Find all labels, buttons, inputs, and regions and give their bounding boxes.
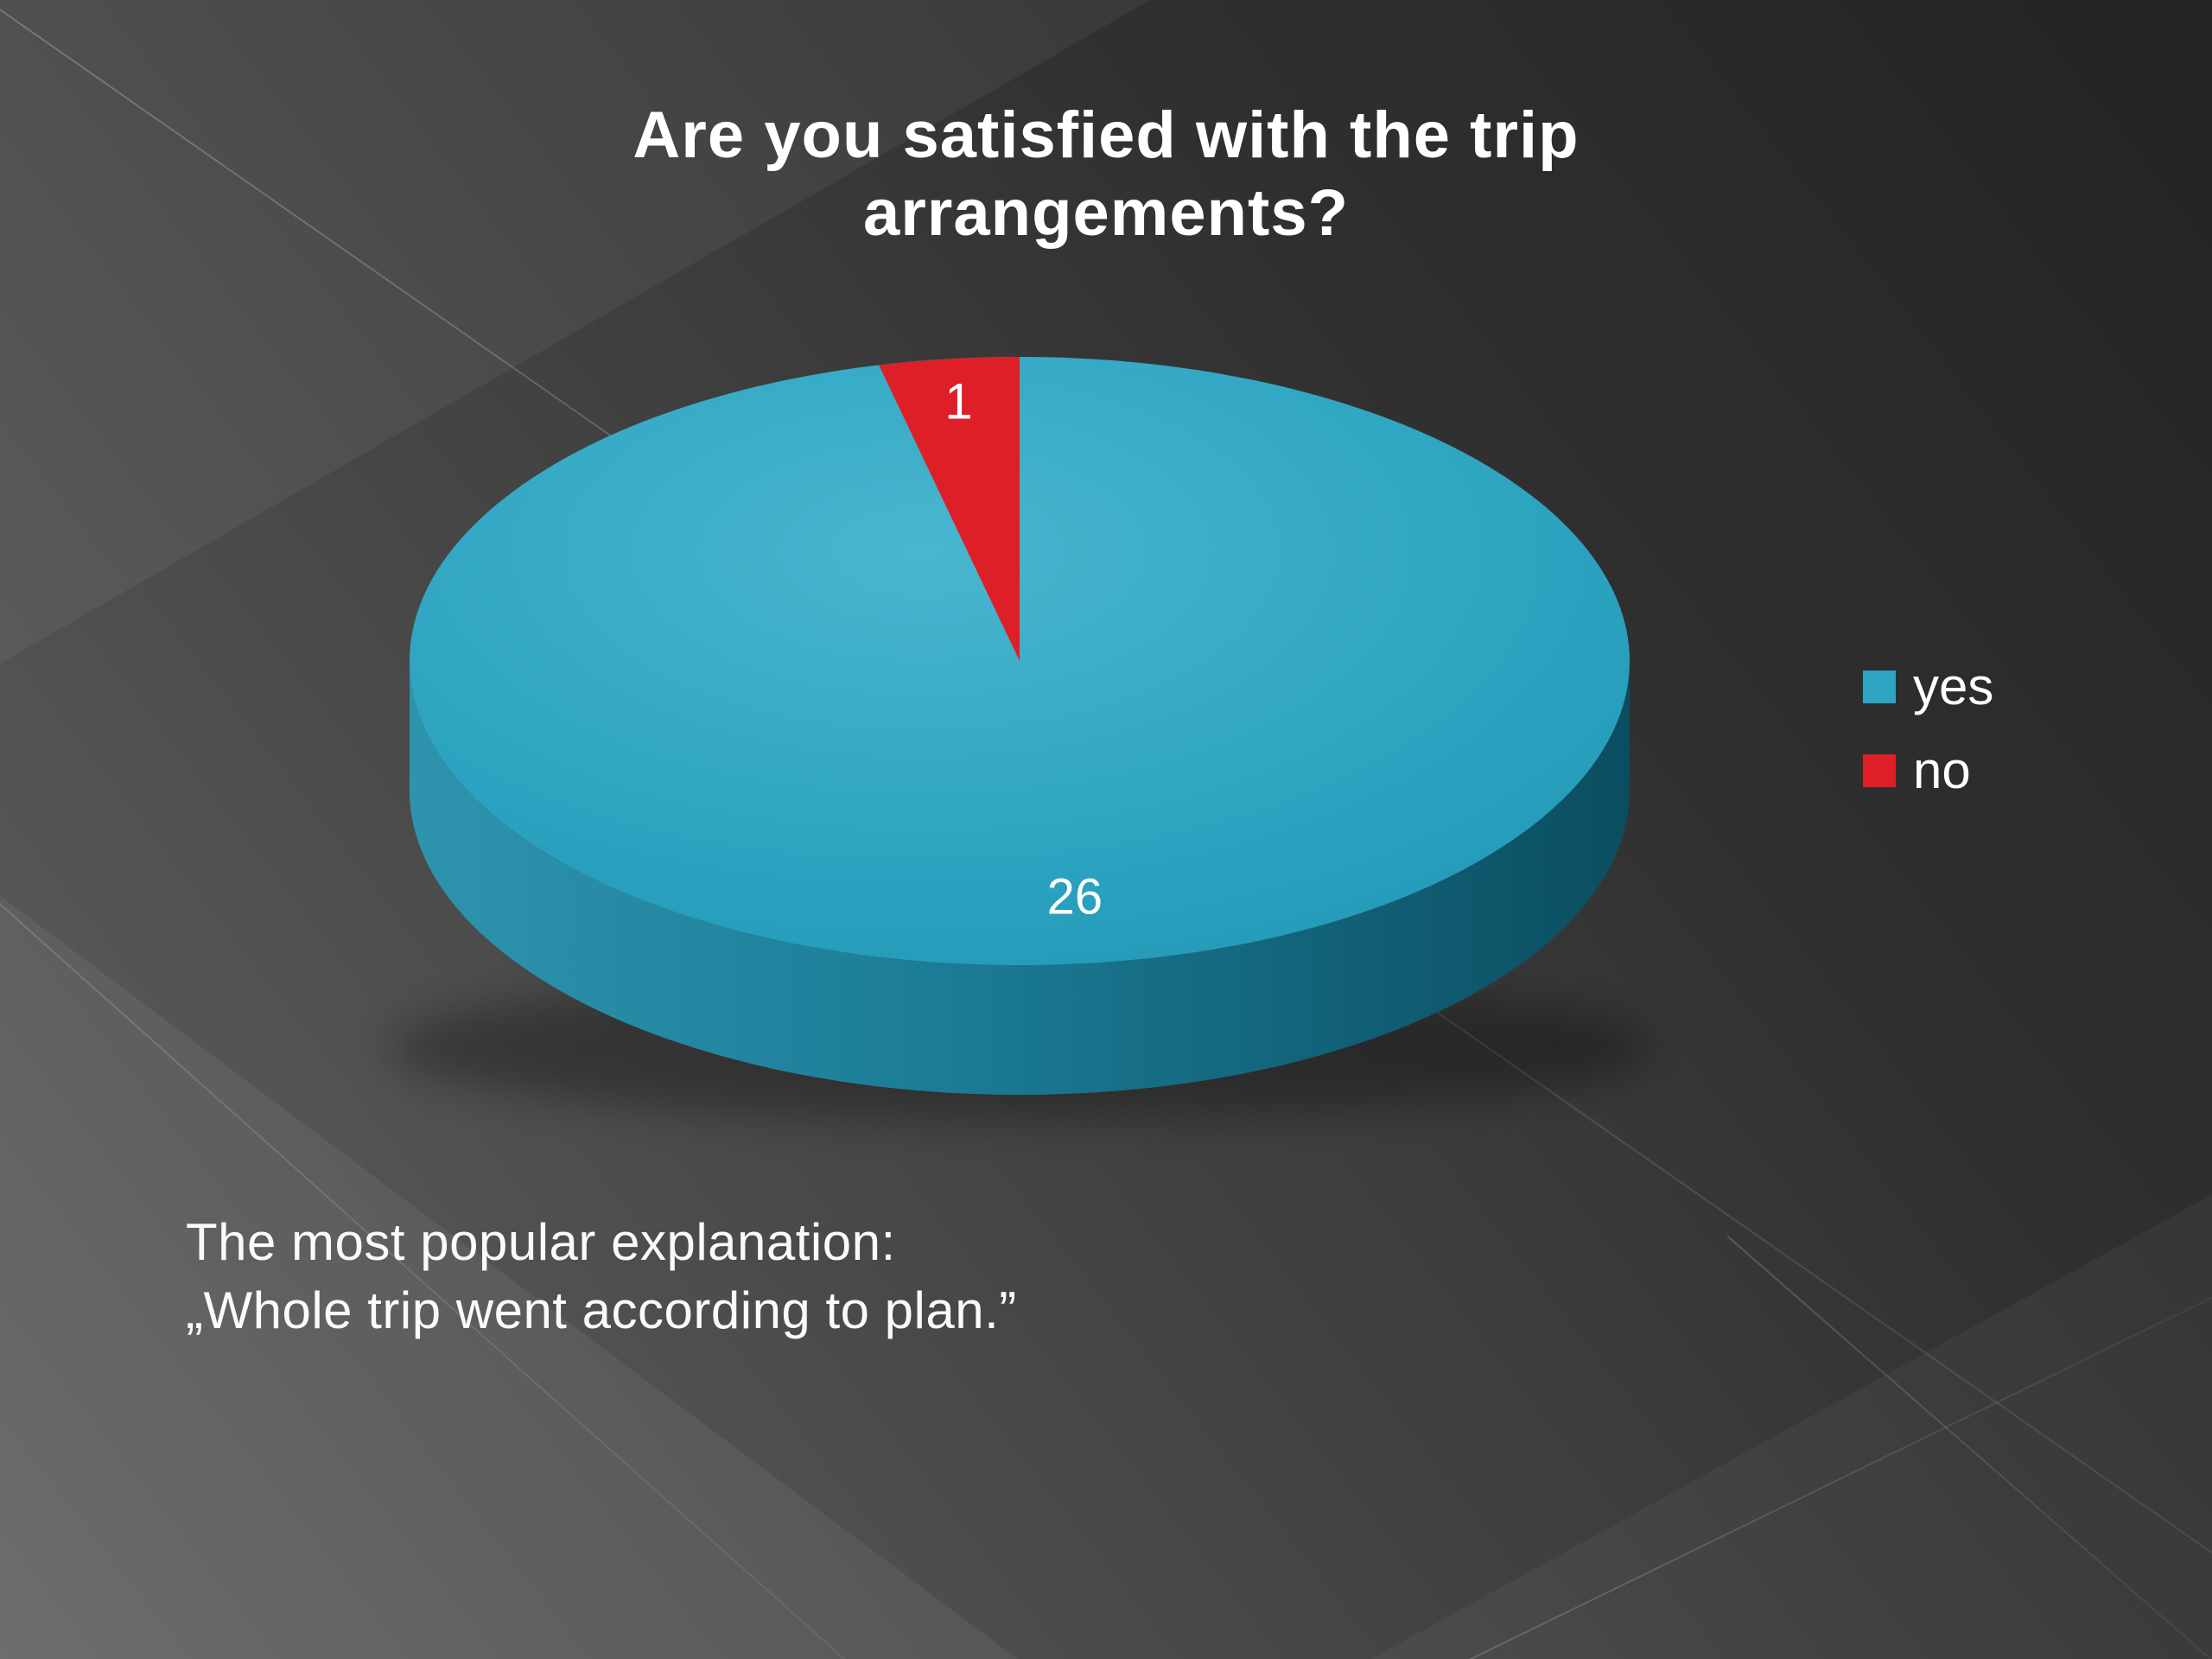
pie-slice-no: [879, 357, 1020, 661]
legend-label: no: [1913, 741, 1971, 799]
legend-label: yes: [1913, 658, 1994, 715]
legend-swatch-no: [1863, 753, 1896, 787]
title-line-2: arrangements?: [862, 175, 1350, 250]
pie-side: [410, 661, 1630, 1095]
data-label-yes: 26: [1047, 869, 1103, 925]
legend-item-yes: yes: [1863, 657, 1993, 716]
slide-title: Are you satisfied with the trip arrangem…: [0, 97, 2212, 251]
data-label-no: 1: [944, 373, 972, 429]
legend-swatch-yes: [1863, 670, 1896, 703]
chart-legend: yes no: [1863, 657, 1993, 824]
legend-item-no: no: [1863, 741, 1993, 800]
note-text: The most popular explanation: „Whole tri…: [186, 1208, 1017, 1344]
title-line-1: Are you satisfied with the trip: [632, 99, 1580, 172]
note-line-1: The most popular explanation:: [186, 1213, 896, 1271]
note-line-2: „Whole trip went according to plan.”: [186, 1281, 1017, 1340]
